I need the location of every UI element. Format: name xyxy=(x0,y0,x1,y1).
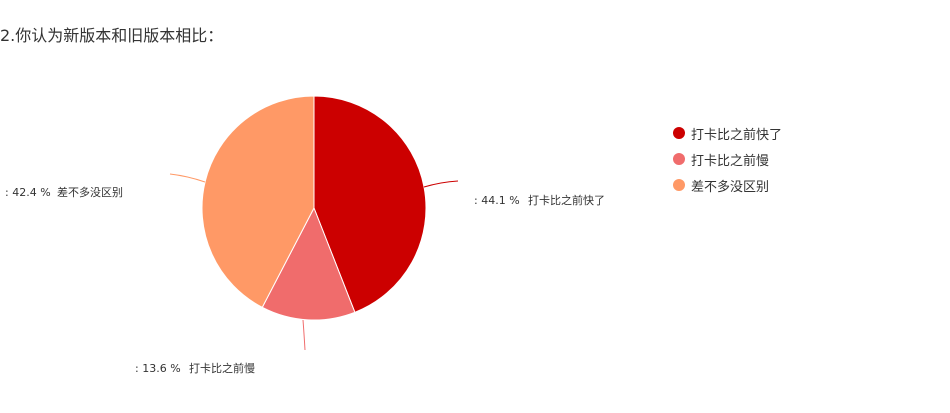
legend-marker xyxy=(673,153,685,165)
leader-line xyxy=(423,180,459,188)
data-label-value: : 13.6 % xyxy=(135,362,181,375)
data-label-category: 打卡比之前慢 xyxy=(189,361,255,375)
data-label-value: : 44.1 % xyxy=(474,194,520,207)
data-label-category: 差不多没区别 xyxy=(57,185,123,199)
slice-faster[interactable] xyxy=(313,95,427,313)
legend-item-same[interactable]: 差不多没区别 xyxy=(673,172,782,198)
legend-item-faster[interactable]: 打卡比之前快了 xyxy=(673,120,782,146)
legend-marker xyxy=(673,179,685,191)
data-label-value: : 42.4 % xyxy=(5,186,51,199)
legend-item-slower[interactable]: 打卡比之前慢 xyxy=(673,146,782,172)
slice-same[interactable] xyxy=(201,95,315,309)
slice-slower[interactable] xyxy=(261,206,356,321)
legend-label: 打卡比之前快了 xyxy=(691,127,783,143)
data-label-category: 打卡比之前快了 xyxy=(528,193,605,207)
leader-line xyxy=(302,319,306,351)
legend-marker xyxy=(673,127,685,139)
legend-label: 打卡比之前慢 xyxy=(691,153,770,169)
legend: 打卡比之前快了 打卡比之前慢 差不多没区别 xyxy=(673,120,782,198)
chart-title: 2.你认为新版本和旧版本相比： xyxy=(0,26,224,45)
leader-line xyxy=(169,173,206,183)
legend-label: 差不多没区别 xyxy=(691,179,770,195)
